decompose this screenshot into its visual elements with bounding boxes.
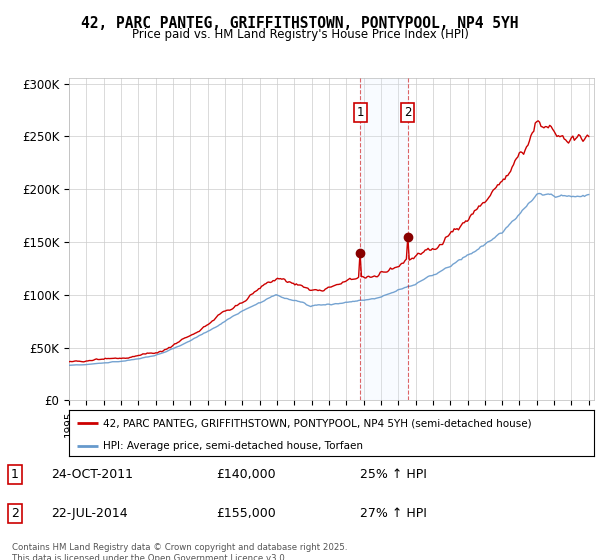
Text: 24-OCT-2011: 24-OCT-2011	[51, 468, 133, 481]
Text: 42, PARC PANTEG, GRIFFITHSTOWN, PONTYPOOL, NP4 5YH (semi-detached house): 42, PARC PANTEG, GRIFFITHSTOWN, PONTYPOO…	[103, 418, 532, 428]
Text: 2: 2	[11, 507, 19, 520]
Text: 25% ↑ HPI: 25% ↑ HPI	[360, 468, 427, 481]
Text: 42, PARC PANTEG, GRIFFITHSTOWN, PONTYPOOL, NP4 5YH: 42, PARC PANTEG, GRIFFITHSTOWN, PONTYPOO…	[81, 16, 519, 31]
Text: £140,000: £140,000	[216, 468, 275, 481]
Bar	[361, 78, 408, 400]
Text: 2: 2	[404, 106, 412, 119]
Text: 22-JUL-2014: 22-JUL-2014	[51, 507, 128, 520]
Text: 1: 1	[356, 106, 364, 119]
Text: 1: 1	[11, 468, 19, 481]
Text: Contains HM Land Registry data © Crown copyright and database right 2025.
This d: Contains HM Land Registry data © Crown c…	[12, 543, 347, 560]
Text: 27% ↑ HPI: 27% ↑ HPI	[360, 507, 427, 520]
Text: £155,000: £155,000	[216, 507, 276, 520]
Text: HPI: Average price, semi-detached house, Torfaen: HPI: Average price, semi-detached house,…	[103, 441, 363, 451]
Text: Price paid vs. HM Land Registry's House Price Index (HPI): Price paid vs. HM Land Registry's House …	[131, 28, 469, 41]
